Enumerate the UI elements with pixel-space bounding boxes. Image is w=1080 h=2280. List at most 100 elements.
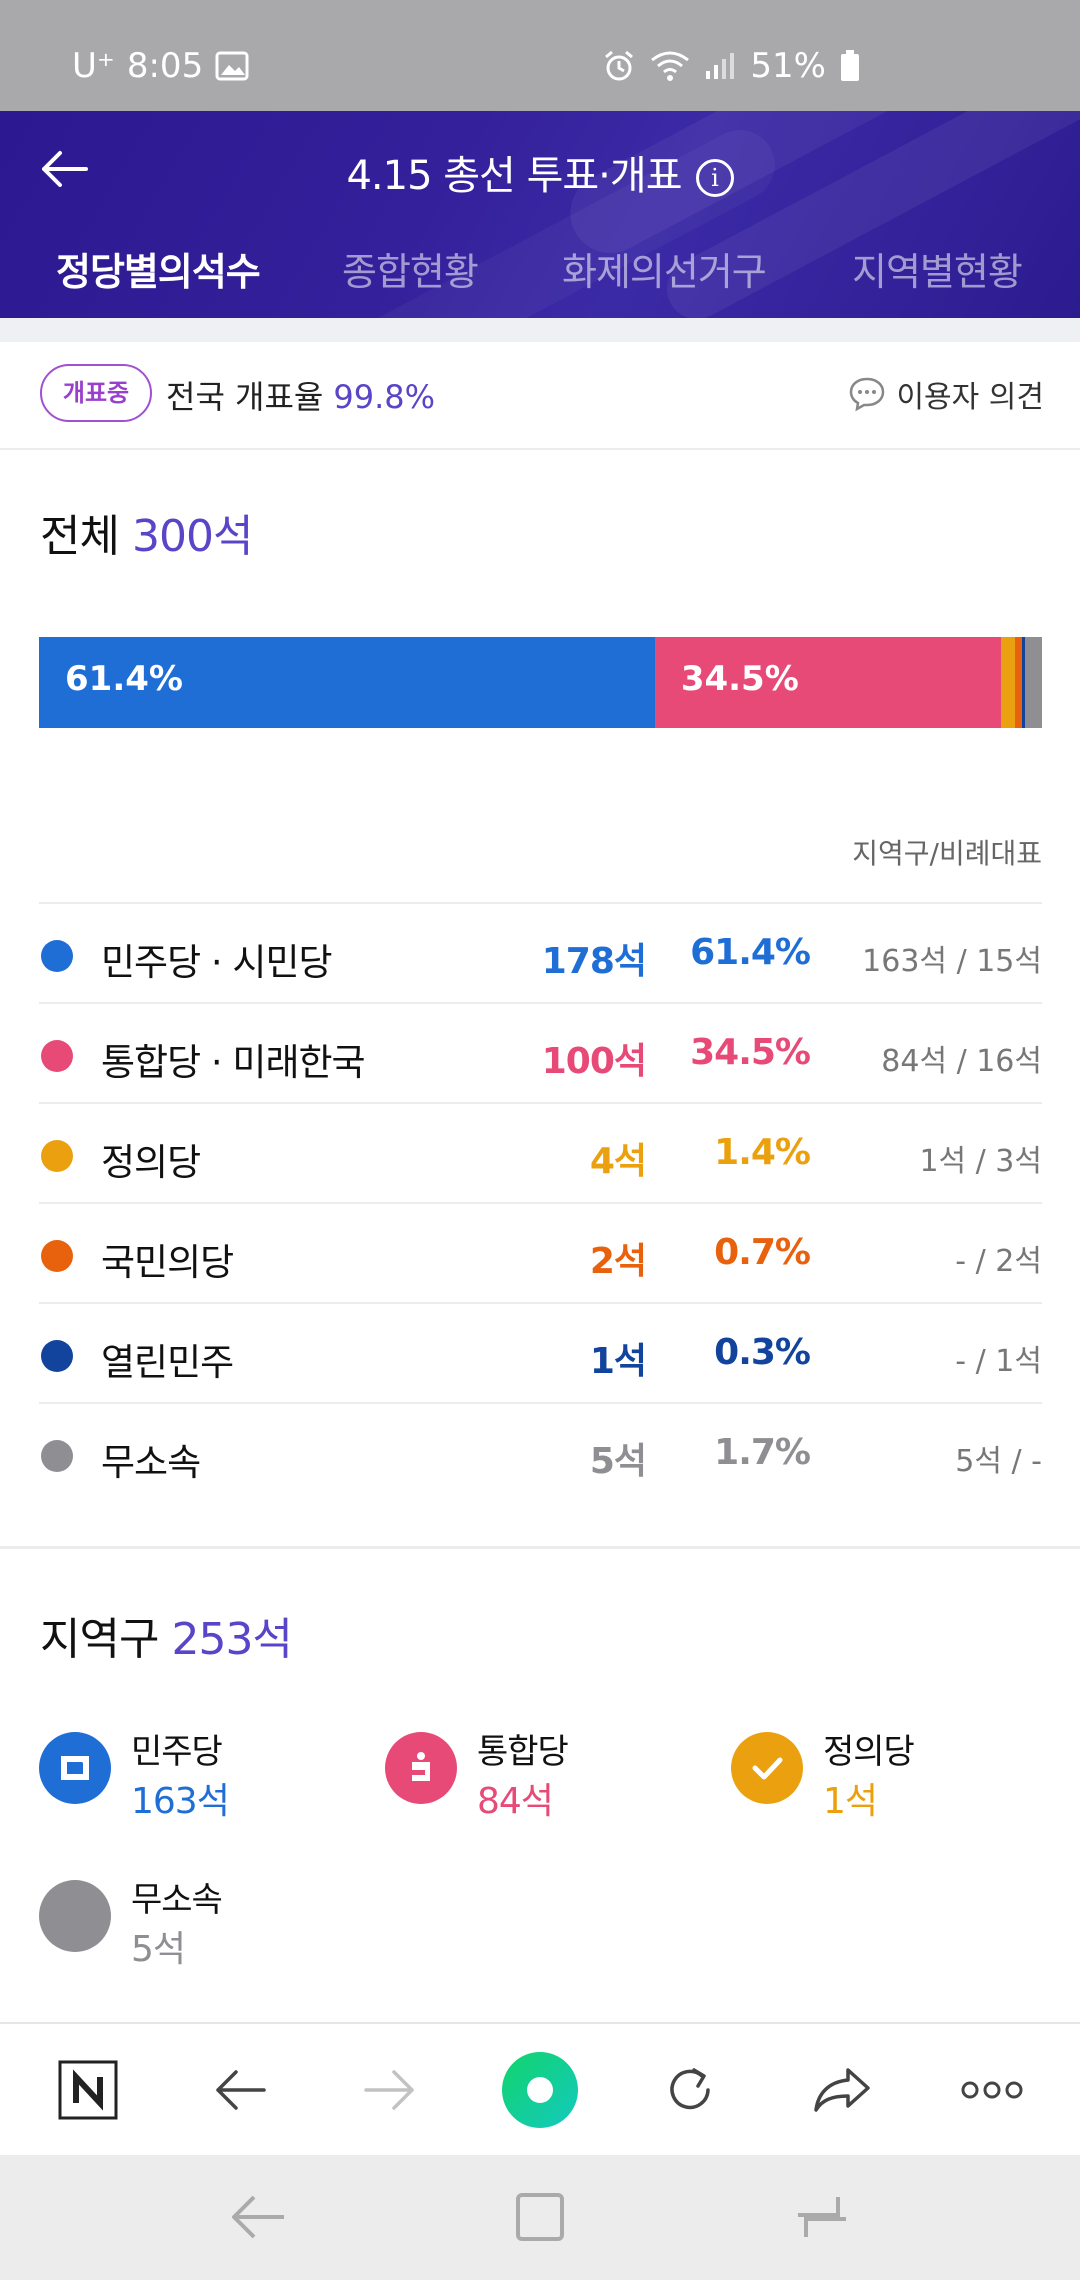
gallery-icon <box>215 51 249 81</box>
party-seat-share: 1.4% <box>714 1132 811 1173</box>
party-name: 열린민주 <box>101 1341 234 1384</box>
app-header: 4.15 총선 투표·개표 i 정당별의석수 종합현황 화제의선거구 지역별현황 <box>0 111 1080 318</box>
status-right: 51% <box>602 46 860 86</box>
total-seats-value: 300석 <box>131 511 253 562</box>
party-seats: 4석 <box>589 1141 647 1182</box>
section-gap <box>0 318 1080 342</box>
party-seat-share: 0.7% <box>714 1232 811 1273</box>
party-color-dot <box>41 1340 73 1372</box>
seat-bar-label: 34.5% <box>680 659 799 699</box>
district-seats-heading: 지역구 253석 <box>40 1603 293 1667</box>
party-color-dot <box>41 1240 73 1272</box>
party-name: 통합당 · 미래한국 <box>101 1041 366 1084</box>
party-district-proportional: 5석 / - <box>955 1444 1042 1479</box>
party-seats: 2석 <box>589 1241 647 1282</box>
seat-bar-segment: 61.4% <box>39 637 655 728</box>
clock: 8:05 <box>126 46 204 86</box>
party-seat-share: 0.3% <box>714 1332 811 1373</box>
counting-rate: 전국 개표율 99.8% <box>166 372 435 418</box>
page-title: 4.15 총선 투표·개표 i <box>0 143 1080 201</box>
info-icon[interactable]: i <box>695 159 734 197</box>
justice-party-logo-icon <box>731 1732 803 1804</box>
seat-bar-label: 61.4% <box>65 659 183 699</box>
alarm-icon <box>605 50 634 81</box>
party-seat-share: 34.5% <box>690 1032 811 1073</box>
signal-icon <box>706 53 735 79</box>
district-party-independent: 무소속 5석 <box>39 1872 359 1972</box>
wifi-icon <box>651 51 690 81</box>
party-color-dot <box>41 1040 73 1072</box>
district-party-name: 정의당 <box>823 1732 915 1772</box>
party-seats: 178석 <box>541 941 647 982</box>
party-seat-share: 1.7% <box>714 1432 811 1473</box>
system-recents-icon[interactable] <box>790 2185 854 2249</box>
party-seats: 5석 <box>589 1441 647 1482</box>
user-opinion-label: 이용자 의견 <box>896 380 1044 415</box>
district-party-name: 무소속 <box>131 1880 223 1920</box>
refresh-icon[interactable] <box>654 2054 726 2126</box>
district-party-seats: 163석 <box>131 1781 230 1822</box>
party-row: 통합당 · 미래한국 100석 34.5% 84석 / 16석 <box>39 1002 1042 1102</box>
more-icon[interactable] <box>956 2054 1028 2126</box>
tab-bar: 정당별의석수 종합현황 화제의선거구 지역별현황 <box>0 241 1080 301</box>
status-bar: U⁺ 8:05 51% <box>0 0 1080 111</box>
total-seats-heading: 전체 300석 <box>40 500 253 564</box>
district-party-seats: 1석 <box>823 1781 878 1822</box>
party-district-proportional: 84석 / 16석 <box>881 1044 1042 1079</box>
tab-overview[interactable]: 종합현황 <box>342 250 479 294</box>
party-name: 무소속 <box>101 1441 201 1484</box>
party-seat-share: 61.4% <box>690 932 811 973</box>
district-party-name: 민주당 <box>131 1732 223 1772</box>
back-icon[interactable] <box>204 2054 276 2126</box>
counting-status-row: 개표중 전국 개표율 99.8% 이용자 의견 <box>0 342 1080 450</box>
seat-bar-segment: 34.5% <box>654 637 1001 728</box>
system-home-icon[interactable] <box>508 2185 572 2249</box>
browser-toolbar <box>0 2022 1080 2155</box>
party-seats: 100석 <box>541 1041 647 1082</box>
district-label: 지역구 <box>40 1614 159 1665</box>
status-left: U⁺ 8:05 <box>72 46 249 86</box>
total-label: 전체 <box>40 511 120 562</box>
tab-seats-by-party[interactable]: 정당별의석수 <box>56 250 261 294</box>
forward-icon[interactable] <box>354 2054 426 2126</box>
district-party-democratic: 민주당 163석 <box>39 1724 359 1824</box>
naver-home-icon[interactable] <box>52 2054 124 2126</box>
party-color-dot <box>41 940 73 972</box>
party-color-dot <box>41 1440 73 1472</box>
battery-percent: 51% <box>750 46 826 86</box>
counting-badge: 개표중 <box>40 364 152 422</box>
party-color-dot <box>41 1140 73 1172</box>
speech-bubble-icon <box>850 377 885 412</box>
district-proportional-header: 지역구/비례대표 <box>852 837 1042 870</box>
district-party-name: 통합당 <box>477 1732 569 1772</box>
user-opinion-link[interactable]: 이용자 의견 <box>848 372 1044 416</box>
seat-bar-segment <box>1021 637 1025 728</box>
party-row: 국민의당 2석 0.7% - / 2석 <box>39 1202 1042 1302</box>
party-name: 정의당 <box>101 1141 201 1184</box>
share-icon[interactable] <box>806 2054 878 2126</box>
counting-rate-label: 전국 개표율 <box>166 378 324 416</box>
party-name: 국민의당 <box>101 1241 234 1284</box>
back-arrow-icon[interactable] <box>36 141 92 197</box>
page-title-text: 4.15 총선 투표·개표 <box>346 153 682 199</box>
democratic-party-logo-icon <box>39 1732 111 1804</box>
system-navigation-bar <box>0 2155 1080 2280</box>
system-back-icon[interactable] <box>226 2185 290 2249</box>
counting-rate-value: 99.8% <box>333 378 436 416</box>
united-party-logo-icon <box>385 1732 457 1804</box>
district-party-seats: 84석 <box>477 1781 554 1822</box>
seat-share-bar: 61.4% 34.5% <box>39 637 1042 728</box>
party-district-proportional: - / 2석 <box>955 1244 1042 1279</box>
party-district-proportional: 163석 / 15석 <box>862 944 1042 979</box>
party-name: 민주당 · 시민당 <box>101 941 333 984</box>
battery-icon <box>841 50 859 81</box>
tab-by-region[interactable]: 지역별현황 <box>852 250 1023 294</box>
section-divider <box>0 1546 1080 1549</box>
green-dot-icon[interactable] <box>500 2050 580 2130</box>
seat-bar-segment <box>1024 637 1042 728</box>
district-seats-value: 253석 <box>171 1614 292 1665</box>
tab-hot-districts[interactable]: 화제의선거구 <box>562 250 767 294</box>
district-party-seats: 5석 <box>131 1929 186 1970</box>
carrier-label: U⁺ <box>72 46 115 86</box>
